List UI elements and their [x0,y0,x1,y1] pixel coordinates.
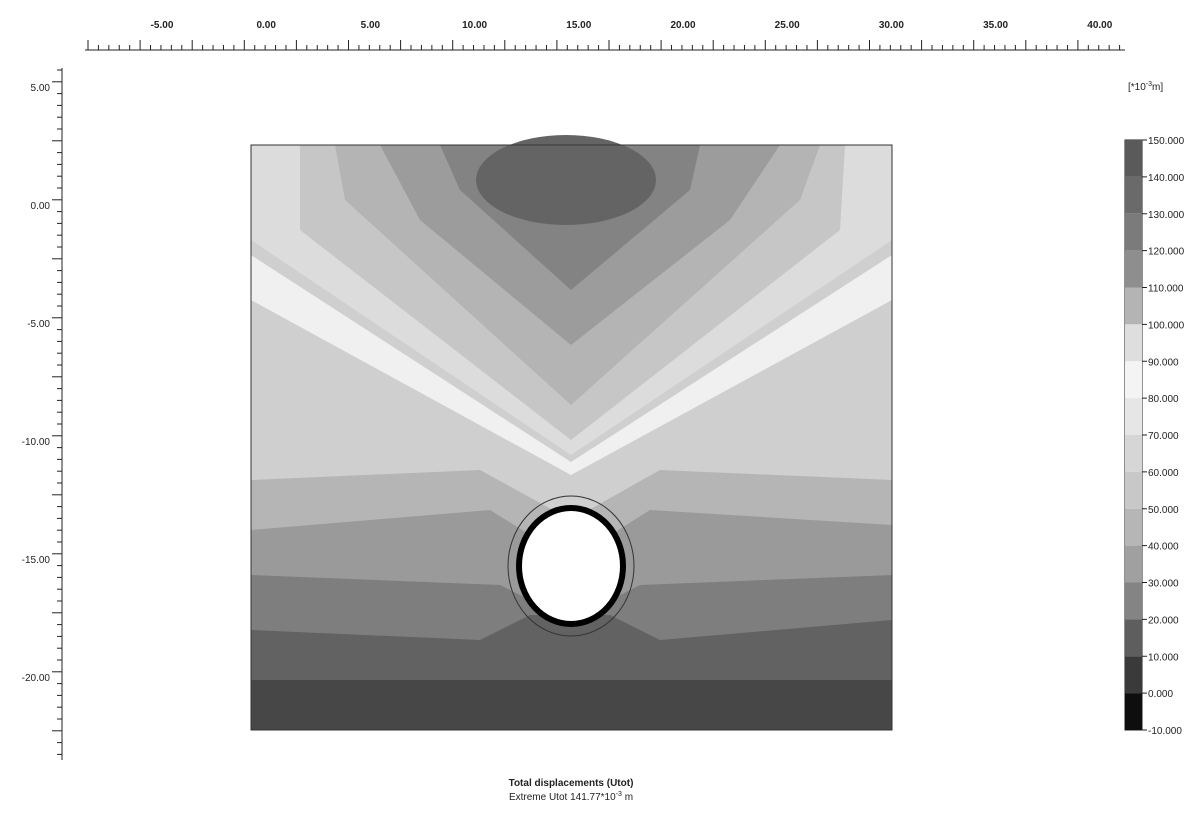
legend-swatch [1125,471,1142,509]
legend-label: -10.000 [1148,726,1182,737]
y-ruler-label: -20.00 [22,673,51,684]
x-ruler-label: 10.00 [462,20,487,31]
x-ruler-label: 25.00 [775,20,800,31]
contour [251,680,892,730]
y-ruler-label: -5.00 [27,319,50,330]
legend-swatch [1125,545,1142,583]
caption-subtitle: Extreme Utot 141.77*10-3 m [509,791,633,803]
legend-swatch [1125,508,1142,546]
legend-label: 120.000 [1148,247,1185,258]
legend-swatch [1125,582,1142,620]
contour [251,255,892,475]
x-ruler-label: 35.00 [983,20,1008,31]
legend-swatch [1125,398,1142,435]
contour [476,135,656,225]
y-ruler-label: 0.00 [31,201,51,212]
legend-swatch [1125,656,1142,694]
rulers [61,49,1125,760]
legend-swatch [1125,361,1142,399]
legend-label: 110.000 [1148,284,1184,295]
x-ruler-label: 0.00 [256,20,276,31]
legend-label: 130.000 [1148,210,1185,221]
tunnel-outer [507,495,635,637]
legend-label: 40.000 [1148,542,1179,553]
legend-label: 80.000 [1148,394,1179,405]
x-ruler-label: 20.00 [670,20,695,31]
legend-swatch [1125,324,1142,362]
legend-swatch [1125,140,1142,177]
y-ruler-label: 5.00 [31,83,51,94]
legend-label: 20.000 [1148,615,1179,626]
legend-label: 90.000 [1148,357,1179,368]
legend-swatch [1125,176,1142,214]
x-ruler-label: 15.00 [566,20,591,31]
contour-plot [250,135,893,731]
legend-label: 150.000 [1148,136,1185,147]
x-ruler-label: 5.00 [361,20,381,31]
legend-label: 30.000 [1148,579,1179,590]
y-ruler-label: -15.00 [22,555,51,566]
legend-swatch [1125,693,1142,730]
x-ruler-label: 30.00 [879,20,904,31]
legend-label: 100.000 [1148,320,1185,331]
legend-swatch [1125,213,1142,251]
caption-title: Total displacements (Utot) [509,778,634,789]
legend-label: 50.000 [1148,505,1179,516]
legend-swatch [1125,619,1142,657]
legend-swatch [1125,287,1142,325]
legend-label: 70.000 [1148,431,1179,442]
legend-label: 0.000 [1148,689,1173,700]
legend-swatch [1125,250,1142,288]
legend-label: 60.000 [1148,468,1179,479]
x-ruler-label: 40.00 [1087,20,1112,31]
legend-unit: [*10-3m] [1128,81,1163,93]
legend-swatch [1125,435,1142,472]
legend-label: 10.000 [1148,652,1179,663]
x-ruler-label: -5.00 [151,20,174,31]
plot-border [250,144,893,731]
y-ruler-label: -10.00 [22,437,51,448]
tunnel-lining [516,505,626,627]
legend-label: 140.000 [1148,173,1185,184]
